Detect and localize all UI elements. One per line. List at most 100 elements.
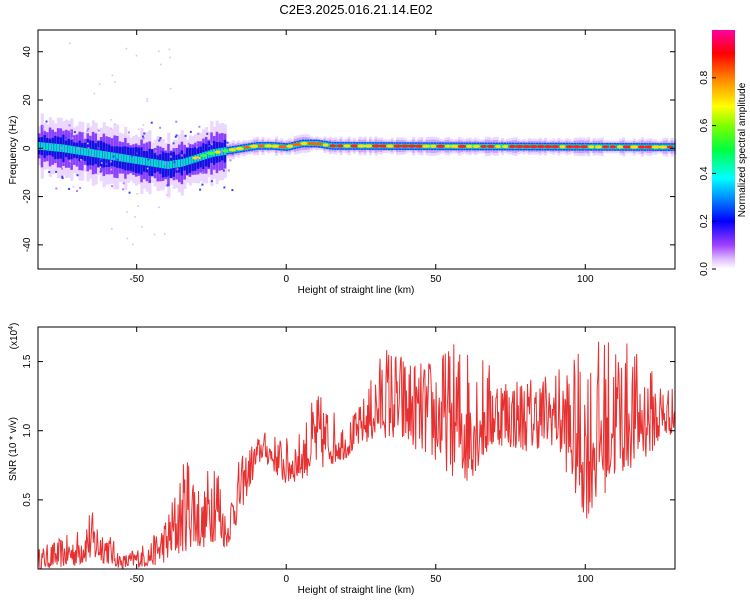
ridge-blob: [378, 144, 388, 148]
colorbar: 0.0 0.2 0.4 0.6 0.8 Normalized spectral ampl…: [699, 30, 748, 276]
core-cell: [94, 149, 97, 158]
noise-speck: [159, 138, 162, 141]
core-cell: [78, 147, 81, 155]
noise-speck: [149, 180, 152, 183]
ridge-blob: [580, 145, 588, 149]
noise-speck: [65, 136, 68, 139]
noise-speck: [136, 192, 139, 195]
noise-speck: [199, 188, 202, 191]
snr-multiplier-base: (x10: [9, 329, 20, 349]
core-cell: [89, 148, 92, 157]
noise-speck: [174, 135, 177, 138]
core-cell: [129, 155, 132, 164]
noise-speck: [187, 142, 190, 145]
noise-speck: [96, 128, 99, 131]
spectrogram-y-axis-label: Frequency (Hz): [8, 116, 19, 185]
core-cell: [148, 158, 151, 167]
noise-speck: [137, 205, 140, 207]
core-cell: [54, 143, 57, 152]
core-cell: [64, 144, 68, 153]
noise-speck: [45, 120, 48, 123]
ridge-blob: [472, 144, 481, 148]
noise-speck: [122, 188, 125, 191]
ridge-blob: [508, 144, 517, 149]
ridge-blob: [414, 144, 424, 148]
noise-speck: [91, 153, 94, 156]
noise-speck: [146, 97, 148, 100]
ridge-blob: [385, 144, 395, 148]
noise-speck: [195, 142, 198, 145]
ridge-blob: [487, 144, 495, 149]
noise-speck: [79, 186, 82, 189]
snr-y-tick-label: 1.5: [22, 354, 33, 368]
ridge-blob: [407, 144, 416, 148]
core-cell: [132, 155, 135, 164]
spectrogram-frame: [37, 29, 676, 270]
noise-speck: [99, 166, 102, 168]
core-cell: [285, 144, 288, 150]
ridge-blob: [588, 145, 595, 149]
core-cell: [70, 145, 73, 154]
ridge-blob: [357, 144, 366, 148]
noise-speck: [86, 129, 89, 132]
ridge-blob: [422, 144, 431, 148]
ridge-blob: [393, 144, 402, 148]
ridge-blob: [565, 145, 574, 149]
noise-speck: [160, 150, 163, 153]
ridge-blob: [602, 145, 609, 149]
noise-speck: [168, 48, 171, 51]
ridge-blob: [594, 145, 602, 149]
spectrogram-heatmap: [38, 42, 677, 246]
noise-speck: [100, 162, 103, 164]
noise-speck: [60, 147, 63, 150]
core-cell: [188, 156, 191, 165]
noise-speck: [76, 190, 79, 193]
ridge-blob: [465, 144, 473, 148]
core-cell: [169, 160, 173, 169]
noise-speck: [158, 206, 160, 209]
ridge-blob: [278, 145, 287, 149]
noise-speck: [72, 186, 75, 188]
ridge-blob: [522, 144, 531, 149]
ridge-blob: [450, 144, 460, 148]
ridge-blob: [436, 144, 445, 148]
spectrogram-x-tick-label: -50: [129, 274, 144, 285]
noise-speck: [153, 233, 156, 236]
spectrogram-y-tick-label: -20: [22, 189, 33, 204]
noise-speck: [159, 63, 162, 66]
noise-speck: [147, 158, 150, 161]
snr-y-axis-label: SNR (10 * v/v): [8, 417, 19, 481]
noise-speck: [220, 150, 223, 153]
noise-speck: [69, 160, 71, 163]
snr-series-line: [37, 341, 676, 571]
noise-speck: [223, 186, 226, 189]
noise-speck: [175, 120, 178, 123]
ridge-blob: [336, 144, 344, 148]
core-cell: [161, 160, 165, 169]
core-cell: [242, 145, 245, 151]
noise-speck: [196, 157, 199, 160]
core-cell: [86, 148, 89, 157]
noise-speck: [157, 50, 160, 53]
snr-y-tick-label: 1.0: [22, 423, 33, 437]
noise-speck: [170, 150, 173, 153]
core-cell: [186, 157, 189, 166]
ridge-blob: [271, 144, 280, 148]
ridge-blob: [559, 145, 566, 149]
noise-speck: [208, 145, 211, 148]
ridge-blob: [494, 144, 502, 149]
noise-speck: [114, 123, 116, 125]
ridge-blob: [314, 142, 323, 146]
core-cell: [134, 156, 138, 164]
noise-speck: [87, 147, 90, 150]
noise-speck: [166, 184, 169, 187]
core-cell: [97, 150, 100, 158]
core-cell: [673, 144, 676, 150]
core-cell: [199, 153, 202, 161]
core-cell: [91, 149, 95, 157]
core-cell: [105, 151, 108, 160]
core-cell: [172, 160, 175, 169]
noise-speck: [60, 167, 63, 170]
colorbar-tick-label: 0.6: [699, 118, 710, 132]
ridge-blob: [300, 141, 309, 146]
